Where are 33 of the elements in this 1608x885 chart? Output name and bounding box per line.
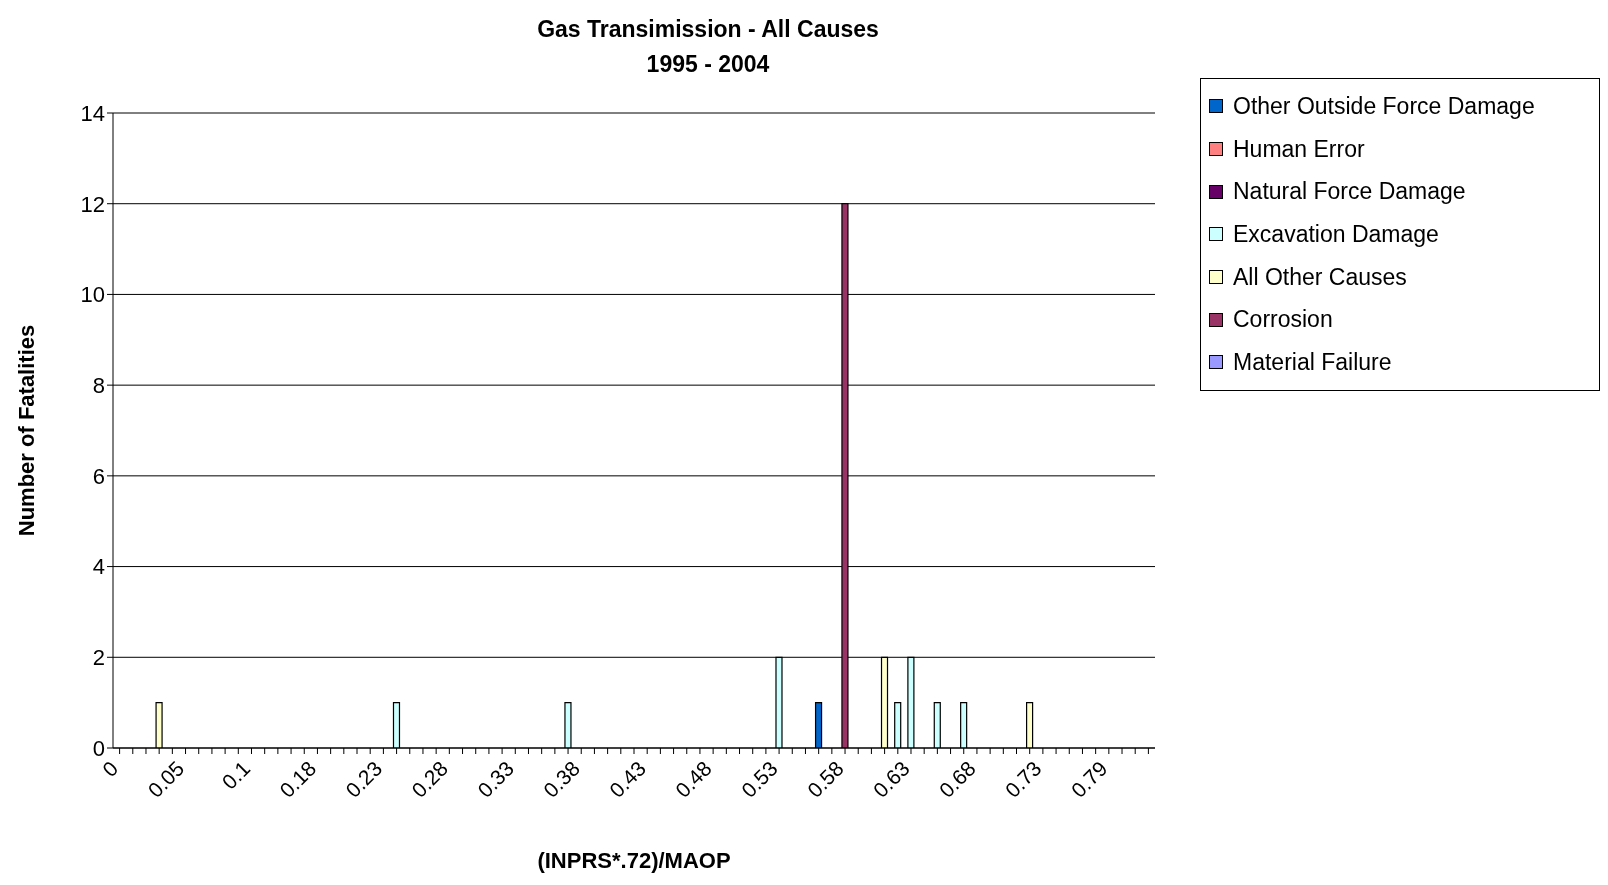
legend-label: Other Outside Force Damage bbox=[1233, 92, 1535, 120]
legend-label: Material Failure bbox=[1233, 348, 1392, 376]
y-tick-label: 8 bbox=[92, 372, 105, 398]
x-tick-label: 0.58 bbox=[802, 756, 848, 802]
x-tick-label: 0.79 bbox=[1066, 756, 1112, 802]
chart-title: Gas Transimission - All Causes bbox=[536, 15, 880, 44]
legend-label: Human Error bbox=[1233, 135, 1365, 163]
x-tick-label: 0.63 bbox=[868, 756, 914, 802]
x-tick-label: 0.73 bbox=[1000, 756, 1046, 802]
legend-label: Excavation Damage bbox=[1233, 220, 1439, 248]
y-tick-label: 6 bbox=[92, 463, 105, 489]
x-tick-label: 0.53 bbox=[736, 756, 782, 802]
y-tick-label: 14 bbox=[80, 100, 105, 126]
x-tick-label: 0.43 bbox=[604, 756, 651, 802]
legend-label: All Other Causes bbox=[1233, 263, 1407, 291]
x-tick-label: 0.28 bbox=[407, 756, 453, 802]
x-tick-label: 0.1 bbox=[217, 756, 255, 794]
x-tick-label: 0.18 bbox=[275, 756, 321, 802]
chart-subtitle: 1995 - 2004 bbox=[645, 50, 771, 79]
x-tick-label: 0.38 bbox=[538, 756, 585, 802]
x-axis-title: (INPRS*.72)/MAOP bbox=[537, 848, 731, 873]
x-tick-label: 0.33 bbox=[472, 756, 519, 802]
x-tick-label: 0.48 bbox=[670, 756, 716, 802]
x-tick-label: 0.23 bbox=[341, 756, 387, 802]
y-tick-label: 0 bbox=[92, 735, 105, 761]
x-tick-label: 0.68 bbox=[934, 756, 980, 802]
y-tick-label: 10 bbox=[80, 282, 105, 308]
legend-label: Corrosion bbox=[1233, 306, 1333, 334]
y-tick-label: 12 bbox=[80, 191, 105, 217]
y-tick-label: 2 bbox=[92, 645, 105, 671]
y-tick-label: 4 bbox=[92, 554, 105, 580]
y-axis-title: Number of Fatalities bbox=[13, 324, 39, 537]
legend-label: Natural Force Damage bbox=[1233, 178, 1466, 206]
